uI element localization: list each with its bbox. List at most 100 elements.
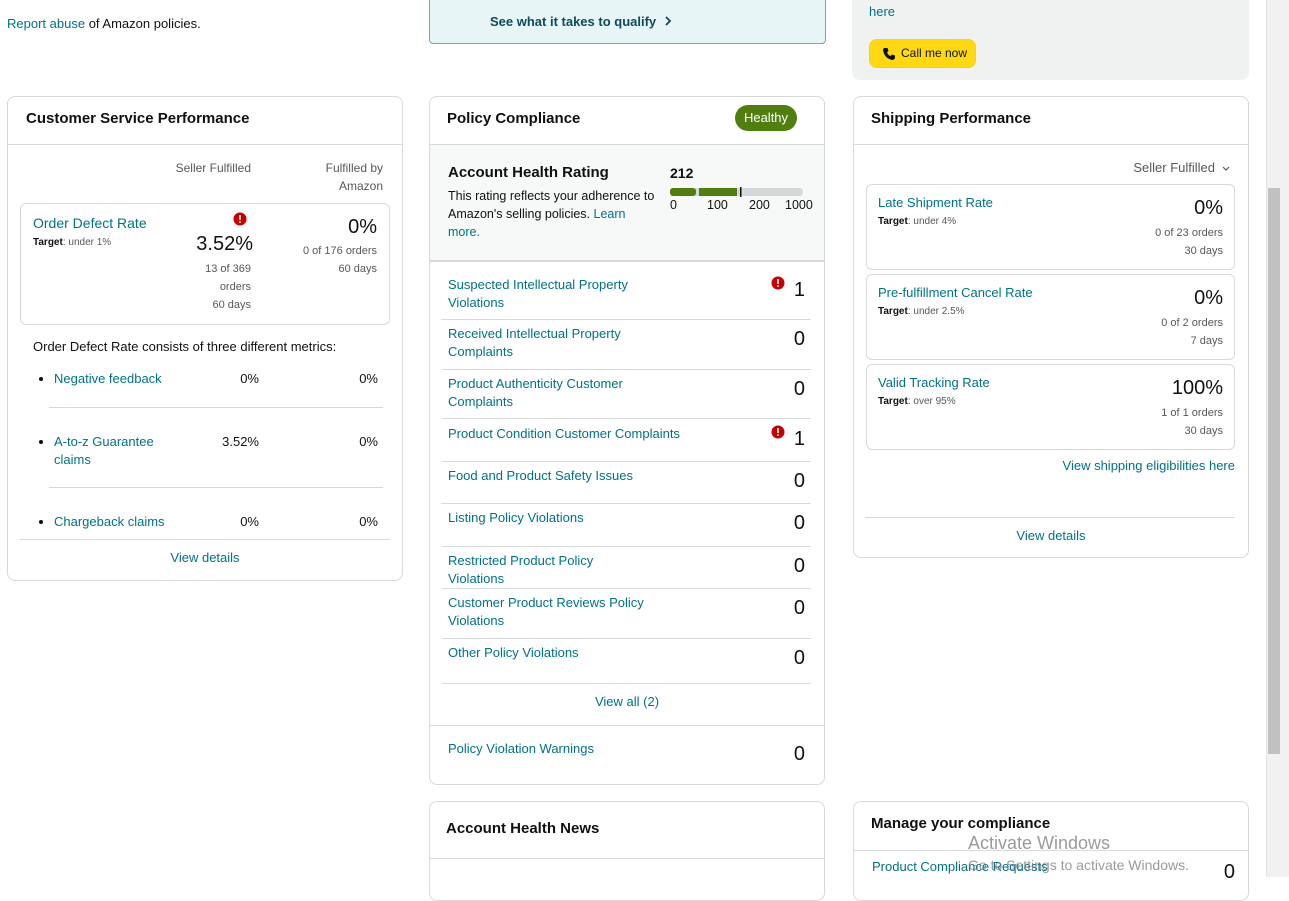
view-all-link[interactable]: View all (2) [594,694,660,709]
divider [865,517,1235,518]
metric-box [866,364,1235,450]
call-button-text: Call me now [901,46,968,60]
rating-panel [430,145,824,262]
divider [442,461,811,462]
watermark-subtitle: Go to Settings to activate Windows. [968,857,1189,873]
policy-row-value: 0 [793,555,805,577]
view-details-link[interactable]: View details [170,550,240,565]
card-title: Customer Service Performance [26,110,250,127]
compliance-value: 0 [1223,861,1235,883]
metric-link[interactable]: Valid Tracking Rate [878,375,990,390]
metric-detail: 0 of 2 orders [1161,317,1223,329]
odr-fba-days: 60 days [338,263,377,275]
divider [49,407,383,408]
odr-seller-days: 60 days [212,299,251,311]
divider [442,369,811,370]
divider [430,725,824,726]
learn-more-link[interactable]: Learn more. [448,207,626,239]
eligibilities-link[interactable]: View shipping eligibilities here [1062,458,1235,473]
status-pill: Healthy [735,105,797,131]
target-value: over 95% [913,396,956,407]
view-details-link[interactable]: View details [1016,528,1086,543]
policy-row-link[interactable]: Customer Product Reviews Policy Violatio… [448,595,644,628]
metric-fba: 0% [359,514,378,529]
policy-row-link[interactable]: Restricted Product Policy Violations [448,553,594,586]
divider [442,546,811,547]
policy-row-link[interactable]: Other Policy Violations [448,645,579,660]
alert-icon [771,425,785,439]
scale-label: 200 [749,198,770,212]
metric-fba: 0% [359,371,378,386]
page: Account Health { "top": {"report_abuse":… [7,0,1289,901]
metric-target: Target: under 2.5% [878,306,965,317]
qualify-link[interactable]: See what it takes to qualify [490,13,673,31]
policy-row-value: 0 [793,512,805,534]
alert-icon [233,212,247,226]
policy-row-value: 0 [793,597,805,619]
warnings-value: 0 [793,743,805,765]
warnings-link[interactable]: Policy Violation Warnings [448,741,594,756]
metric-box [866,184,1235,270]
policy-row-link[interactable]: Product Authenticity Customer Complaints [448,376,623,409]
target-value: under 4% [913,216,957,227]
policy-row-link[interactable]: Product Condition Customer Complaints [448,426,680,441]
scale-label: 100 [707,198,728,212]
bullet [39,440,43,444]
compliance-link[interactable]: Product Compliance Requests [872,859,1048,874]
metric-link[interactable]: Chargeback claims [54,514,165,529]
metric-detail: 1 of 1 orders [1161,407,1223,419]
news-card [429,801,825,901]
rating-value: 212 [670,165,694,181]
metric-days: 30 days [1184,425,1223,437]
policy-row-link[interactable]: Food and Product Safety Issues [448,468,633,483]
policy-row-value: 0 [793,470,805,492]
odr-box [20,203,390,325]
policy-row-value: 1 [793,279,805,301]
bullet [39,377,43,381]
metric-fba: 0% [359,434,378,449]
metric-link[interactable]: A-to-z Guarantee claims [54,434,154,467]
report-line: Report abuse of Amazon policies. [7,15,201,33]
target-label: Target [33,237,63,248]
target-label: Target [878,216,908,227]
customer-service-card [7,96,403,581]
call-button[interactable]: Call me now [869,39,976,68]
target-value: under 1% [68,237,112,248]
here-link[interactable]: here [869,4,896,19]
scale-label: 1000 [785,198,813,212]
rating-title: Account Health Rating [448,164,609,181]
rating-description: This rating reflects your adherence to A… [448,187,658,241]
metric-link[interactable]: Negative feedback [54,371,162,386]
divider [442,319,811,320]
policy-row-link[interactable]: Received Intellectual Property Complaint… [448,326,621,359]
metric-seller: 0% [240,514,259,529]
card-header-divider [8,144,402,145]
odr-target: Target: under 1% [33,237,112,248]
report-tail: of Amazon policies. [88,16,201,31]
metric-value: 100% [1171,377,1223,399]
rating-bar [670,187,803,197]
metric-link[interactable]: Late Shipment Rate [878,195,993,210]
filter-dropdown[interactable]: Seller Fulfilled [1133,160,1215,175]
metrics-intro: Order Defect Rate consists of three diff… [33,339,337,354]
divider [442,638,811,639]
rating-desc-text: This rating reflects your adherence to A… [448,189,655,221]
report-abuse-link[interactable]: Report abuse [7,16,86,31]
divider [442,683,811,684]
metric-seller: 3.52% [222,434,259,449]
scrollbar-thumb[interactable] [1268,188,1280,754]
column-header: Fulfilled by Amazon [325,161,383,193]
policy-row-link[interactable]: Suspected Intellectual Property Violatio… [448,277,628,310]
metric-link[interactable]: Pre-fulfillment Cancel Rate [878,285,1033,300]
divider [442,503,811,504]
policy-row-link[interactable]: Listing Policy Violations [448,510,584,525]
watermark-title: Activate Windows [968,833,1111,853]
policy-row-value: 0 [793,647,805,669]
alert-glyph [771,425,785,439]
card-header-divider [854,144,1248,145]
card-title: Account Health News [446,820,600,837]
qualify-banner [429,0,826,44]
odr-seller-value: 3.52% [196,233,253,255]
card-title: Shipping Performance [871,110,1032,127]
odr-link[interactable]: Order Defect Rate [33,215,147,231]
